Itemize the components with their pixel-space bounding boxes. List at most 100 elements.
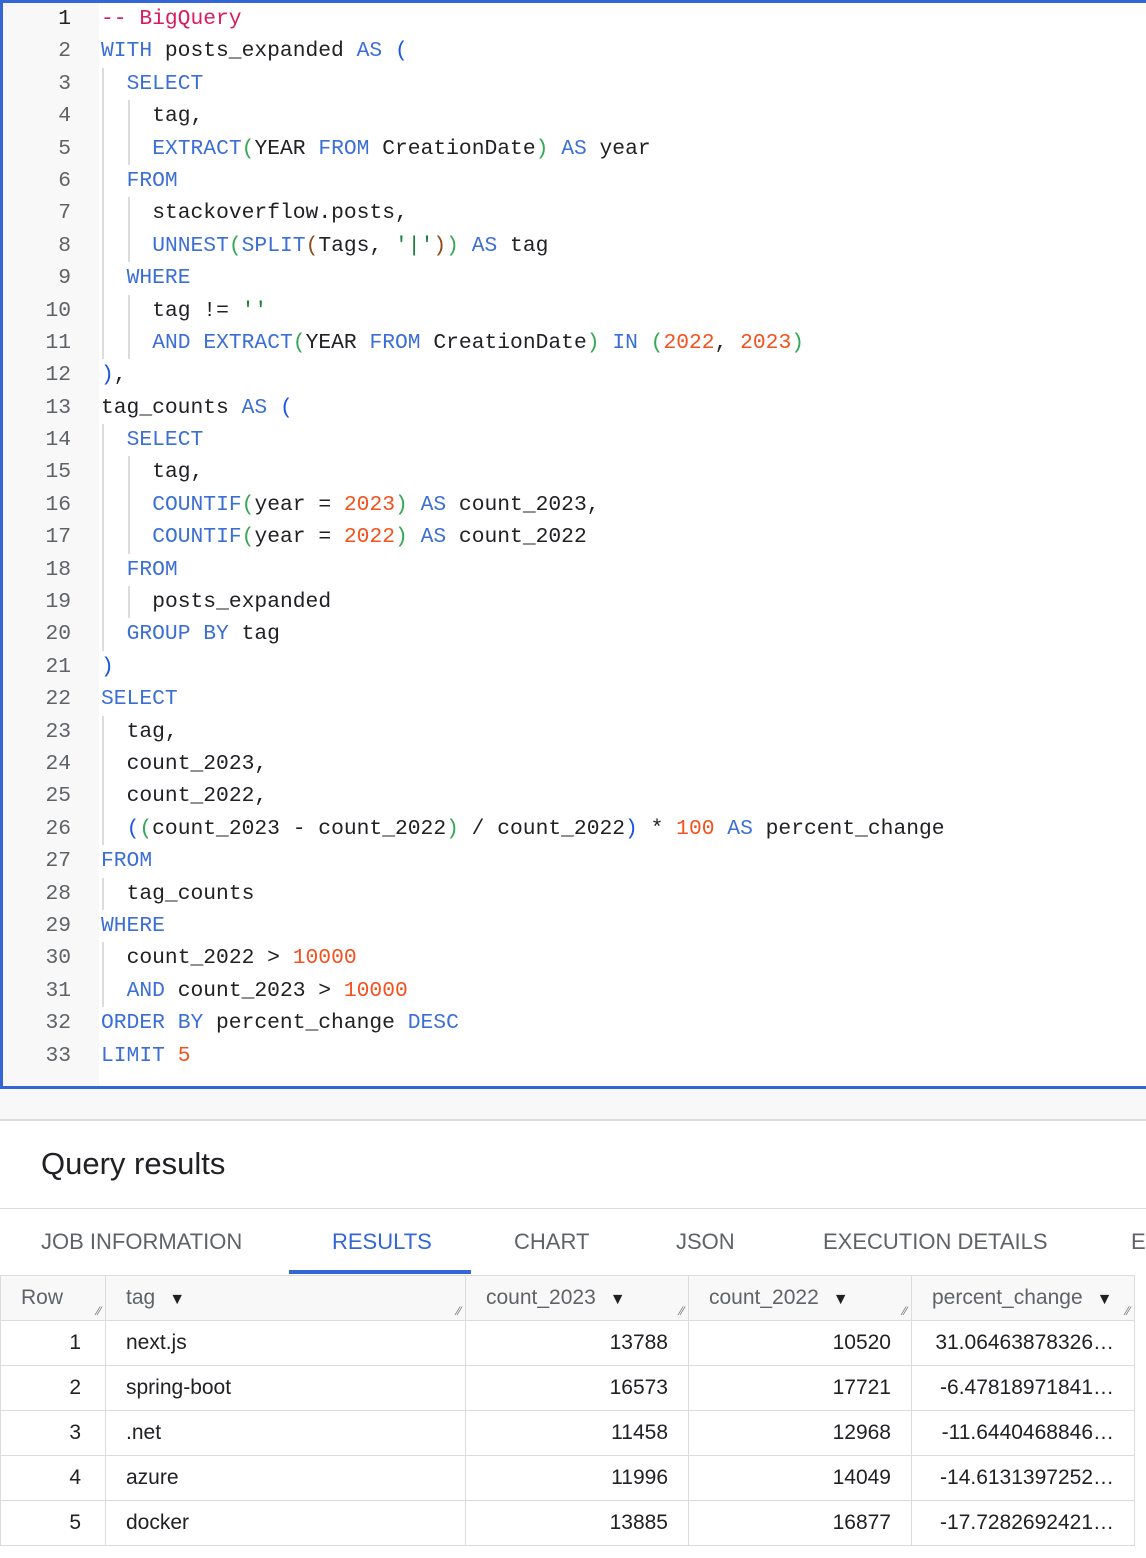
code-line[interactable]: 26 ((count_2023 - count_2022) / count_202…: [3, 812, 1146, 846]
row-number-cell[interactable]: 5: [0, 1500, 106, 1546]
count-2022-cell[interactable]: 14049: [688, 1455, 912, 1501]
resize-handle-icon[interactable]: ⁄⁄: [96, 1304, 101, 1318]
tag-cell[interactable]: docker: [105, 1500, 466, 1546]
code-line[interactable]: 30 count_2022 > 10000: [3, 942, 1146, 975]
tag-cell[interactable]: azure: [105, 1455, 466, 1501]
code-line[interactable]: 12),: [3, 359, 1146, 391]
percent-change-cell[interactable]: -17.7282692421…: [911, 1500, 1135, 1546]
count-2022-cell[interactable]: 17721: [688, 1365, 912, 1411]
percent-change-cell[interactable]: 31.06463878326…: [911, 1320, 1135, 1366]
code-token: ORDER: [101, 1011, 165, 1036]
code-token: [459, 234, 472, 258]
percent-change-cell[interactable]: -14.6131397252…: [911, 1455, 1135, 1501]
code-line[interactable]: 19 posts_expanded: [3, 586, 1146, 619]
resize-handle-icon[interactable]: ⁄⁄: [902, 1304, 907, 1318]
column-header-count-2023[interactable]: count_2023 ▼ ⁄⁄: [465, 1275, 689, 1321]
row-number-cell[interactable]: 2: [0, 1365, 106, 1411]
count-2023-cell[interactable]: 11996: [465, 1455, 689, 1501]
code-token: AS: [356, 39, 383, 64]
code-line[interactable]: 23 tag,: [3, 715, 1146, 748]
code-token: '': [241, 298, 268, 323]
table-row[interactable]: 5 docker 13885 16877 -17.7282692421…: [0, 1500, 1135, 1546]
code-line[interactable]: 24 count_2023,: [3, 747, 1146, 781]
code-line[interactable]: 28 tag_counts: [3, 877, 1146, 910]
code-line[interactable]: 8 UNNEST(SPLIT(Tags, '|')) AS tag: [3, 229, 1146, 263]
table-row[interactable]: 1 next.js 13788 10520 31.06463878326…: [0, 1320, 1135, 1366]
tab-json[interactable]: JSON: [676, 1229, 735, 1254]
column-header-percent-change[interactable]: percent_change ▼ ⁄⁄: [911, 1275, 1135, 1321]
table-row[interactable]: 2 spring-boot 16573 17721 -6.47818971841…: [0, 1365, 1135, 1411]
line-number: 9: [58, 266, 71, 291]
tab-execution-details[interactable]: EXECUTION DETAILS: [823, 1229, 1048, 1254]
count-2022-cell[interactable]: 12968: [688, 1410, 912, 1456]
code-line[interactable]: 3 SELECT: [3, 67, 1146, 101]
code-line[interactable]: 21): [3, 651, 1146, 683]
code-line[interactable]: 22 SELECT: [3, 683, 1146, 715]
table-row[interactable]: 4 azure 11996 14049 -14.6131397252…: [0, 1455, 1135, 1501]
percent-change-cell[interactable]: -6.47818971841…: [911, 1365, 1135, 1411]
code-line[interactable]: 5 EXTRACT(YEAR FROM CreationDate) AS year: [3, 132, 1146, 165]
indent-guide: [102, 164, 104, 198]
code-line[interactable]: 27 FROM: [3, 845, 1146, 877]
count-2023-cell[interactable]: 16573: [465, 1365, 689, 1411]
code-lines[interactable]: 1 -- BigQuery 2 WITH posts_expanded AS (3 SE…: [3, 3, 1146, 1072]
table-row[interactable]: 3 .net 11458 12968 -11.6440468846…: [0, 1410, 1135, 1456]
results-tabs[interactable]: JOB INFORMATION RESULTS CHART JSON EXECU…: [0, 1208, 1146, 1275]
code-line[interactable]: 31 AND count_2023 > 10000: [3, 974, 1146, 1008]
code-line[interactable]: 9 WHERE: [3, 262, 1146, 295]
code-line[interactable]: 2 WITH posts_expanded AS (: [3, 35, 1146, 67]
dropdown-arrow-icon[interactable]: ▼: [832, 1291, 849, 1308]
code-line[interactable]: 33 LIMIT 5: [3, 1040, 1146, 1072]
percent-change-cell[interactable]: -11.6440468846…: [911, 1410, 1135, 1456]
sql-editor[interactable]: 1 -- BigQuery 2 WITH posts_expanded AS (3 SE…: [0, 0, 1146, 1089]
row-number-cell[interactable]: 3: [0, 1410, 106, 1456]
code-text: ((count_2023 - count_2022) / count_2022)…: [127, 813, 945, 845]
column-header-tag[interactable]: tag ▼ ⁄⁄: [105, 1275, 466, 1321]
indent-guide: [127, 132, 130, 165]
code-text: count_2023,: [127, 748, 268, 780]
count-2023-cell[interactable]: 11458: [465, 1410, 689, 1456]
code-line[interactable]: 11 AND EXTRACT(YEAR FROM CreationDate) IN…: [3, 326, 1146, 360]
code-line[interactable]: 16 COUNTIF(year = 2023) AS count_2023,: [3, 488, 1146, 522]
code-token: (: [650, 330, 664, 355]
tag-cell[interactable]: spring-boot: [105, 1365, 466, 1411]
tab-chart[interactable]: CHART: [514, 1229, 590, 1254]
dropdown-arrow-icon[interactable]: ▼: [169, 1291, 186, 1308]
code-line[interactable]: 15 tag,: [3, 456, 1146, 489]
dropdown-arrow-icon[interactable]: ▼: [609, 1291, 626, 1308]
row-number-cell[interactable]: 4: [0, 1455, 106, 1501]
code-line[interactable]: 32 ORDER BY percent_change DESC: [3, 1007, 1146, 1039]
code-line[interactable]: 29 WHERE: [3, 910, 1146, 942]
code-line[interactable]: 1 -- BigQuery: [3, 3, 1146, 35]
tab-results[interactable]: RESULTS: [332, 1229, 432, 1254]
resize-handle-icon[interactable]: ⁄⁄: [456, 1304, 461, 1318]
code-line[interactable]: 14 SELECT: [3, 424, 1146, 457]
code-line[interactable]: 17 COUNTIF(year = 2022) AS count_2022: [3, 521, 1146, 554]
code-token: '|': [395, 233, 434, 258]
line-number: 1: [58, 7, 71, 31]
indent-guide: [102, 877, 104, 910]
count-2023-cell[interactable]: 13788: [465, 1320, 689, 1366]
column-header-count-2022[interactable]: count_2022 ▼ ⁄⁄: [688, 1275, 912, 1321]
tag-cell[interactable]: .net: [105, 1410, 466, 1456]
code-token: LIMIT: [101, 1043, 165, 1068]
line-number: 12: [45, 363, 71, 388]
code-line[interactable]: 6 FROM: [3, 164, 1146, 198]
code-line[interactable]: 20 GROUP BY tag: [3, 618, 1146, 651]
code-line[interactable]: 18 FROM: [3, 553, 1146, 587]
code-line[interactable]: 13 tag_counts AS (: [3, 392, 1146, 424]
count-2022-cell[interactable]: 10520: [688, 1320, 912, 1366]
dropdown-arrow-icon[interactable]: ▼: [1096, 1291, 1113, 1308]
tab-job-information[interactable]: JOB INFORMATION: [41, 1229, 243, 1254]
code-line[interactable]: 10 tag != '': [3, 294, 1146, 327]
tag-cell[interactable]: next.js: [105, 1320, 466, 1366]
row-number-cell[interactable]: 1: [0, 1320, 106, 1366]
count-2022-cell[interactable]: 16877: [688, 1500, 912, 1546]
resize-handle-icon[interactable]: ⁄⁄: [1125, 1304, 1130, 1318]
code-line[interactable]: 4 tag,: [3, 100, 1146, 133]
code-line[interactable]: 25 count_2022,: [3, 780, 1146, 813]
resize-handle-icon[interactable]: ⁄⁄: [679, 1304, 684, 1318]
tab-execution-graph[interactable]: EXECUTION GRAPH: [1131, 1229, 1146, 1254]
code-line[interactable]: 7 stackoverflow.posts,: [3, 197, 1146, 230]
count-2023-cell[interactable]: 13885: [465, 1500, 689, 1546]
